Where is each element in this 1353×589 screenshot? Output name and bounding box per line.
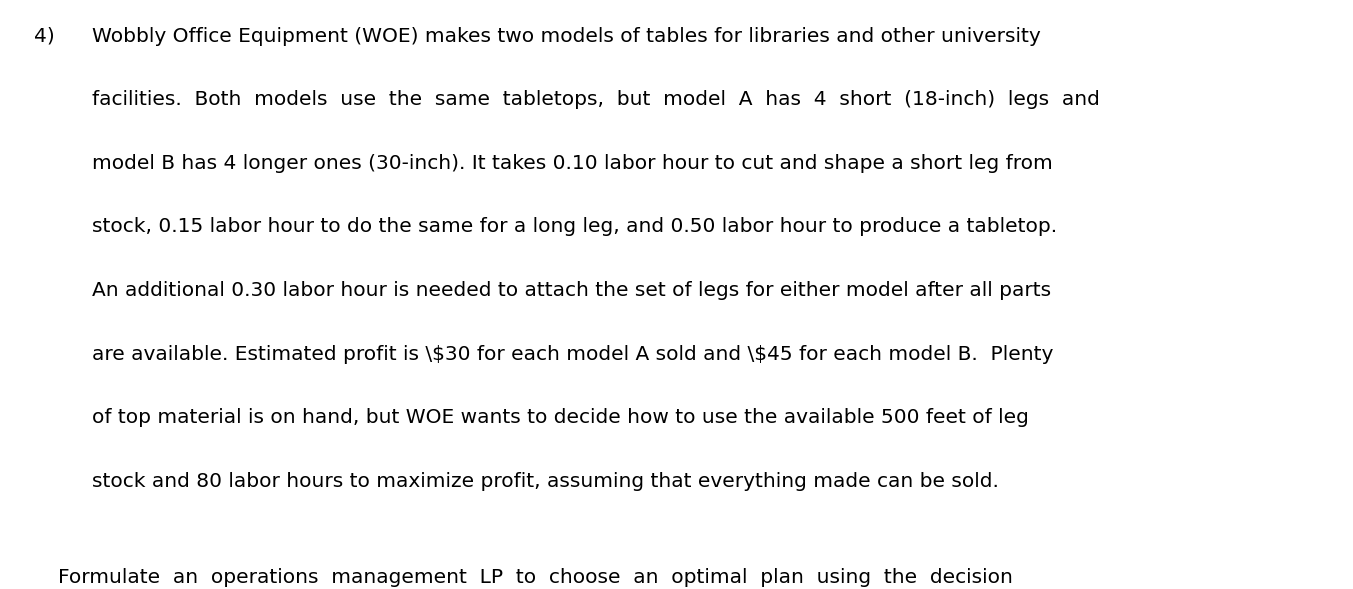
Text: of top material is on hand, but WOE wants to decide how to use the available 500: of top material is on hand, but WOE want…: [92, 408, 1028, 427]
Text: model B has 4 longer ones (30-inch). It takes 0.10 labor hour to cut and shape a: model B has 4 longer ones (30-inch). It …: [92, 154, 1053, 173]
Text: 4): 4): [34, 27, 54, 45]
Text: stock, 0.15 labor hour to do the same for a long leg, and 0.50 labor hour to pro: stock, 0.15 labor hour to do the same fo…: [92, 217, 1057, 236]
Text: Formulate  an  operations  management  LP  to  choose  an  optimal  plan  using : Formulate an operations management LP to…: [58, 568, 1013, 587]
Text: Wobbly Office Equipment (WOE) makes two models of tables for libraries and other: Wobbly Office Equipment (WOE) makes two …: [92, 27, 1040, 45]
Text: An additional 0.30 labor hour is needed to attach the set of legs for either mod: An additional 0.30 labor hour is needed …: [92, 281, 1051, 300]
Text: are available. Estimated profit is \$30 for each model A sold and \$45 for each : are available. Estimated profit is \$30 …: [92, 345, 1054, 363]
Text: stock and 80 labor hours to maximize profit, assuming that everything made can b: stock and 80 labor hours to maximize pro…: [92, 472, 999, 491]
Text: facilities.  Both  models  use  the  same  tabletops,  but  model  A  has  4  sh: facilities. Both models use the same tab…: [92, 90, 1100, 109]
